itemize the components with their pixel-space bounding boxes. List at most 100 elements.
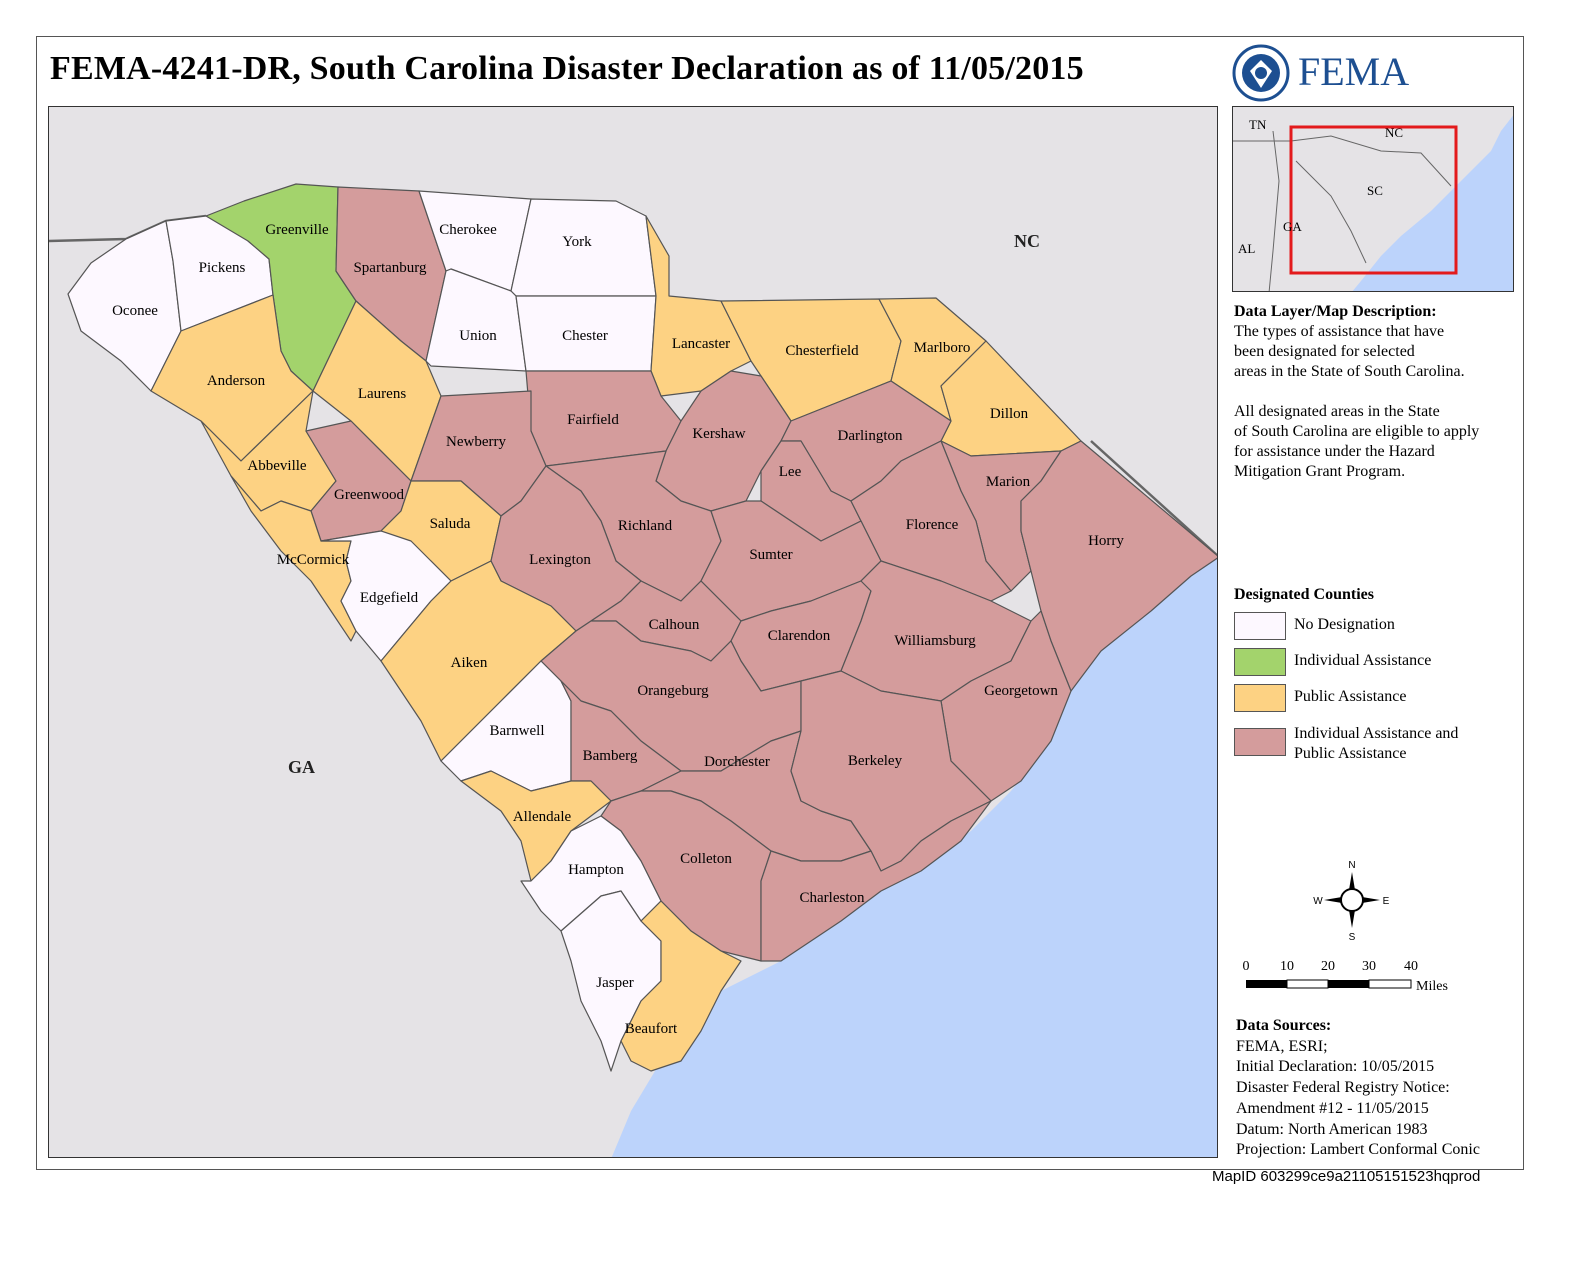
legend-item-ia: Individual Assistance (1234, 648, 1431, 676)
state-label-nc: NC (1014, 231, 1040, 251)
svg-text:E: E (1383, 896, 1390, 907)
svg-text:S: S (1349, 932, 1356, 942)
legend-swatch-ia (1234, 648, 1286, 676)
inset-label-sc: SC (1367, 183, 1383, 198)
legend-title: Designated Counties (1234, 586, 1375, 603)
inset-label-ga: GA (1283, 219, 1302, 234)
county-label-chesterfield: Chesterfield (785, 343, 859, 359)
map-id: MapID 603299ce9a21105151523hqprod (1212, 1168, 1481, 1185)
county-allendale[interactable] (460, 770, 612, 882)
legend-swatch-ia-pa (1234, 728, 1286, 756)
fema-logo-text: FEMA (1298, 49, 1410, 94)
main-map[interactable]: Oconee Pickens Greenville Spartanburg Cherok… (48, 106, 1218, 1158)
legend-item-none: No Designation (1234, 612, 1395, 640)
svg-text:40: 40 (1404, 959, 1418, 974)
county-label-richland: Richland (618, 518, 673, 534)
county-label-anderson: Anderson (207, 373, 266, 389)
data-sources: Data Sources: FEMA, ESRI; Initial Declar… (1236, 1016, 1526, 1161)
legend-label: Individual Assistance (1294, 652, 1432, 669)
inset-border-ga (1295, 160, 1367, 264)
county-label-mccormick: McCormick (277, 552, 350, 568)
county-label-barnwell: Barnwell (490, 723, 545, 739)
county-beaufort[interactable] (620, 900, 742, 1072)
county-label-sumter: Sumter (749, 547, 792, 563)
legend-label: No Designation (1294, 616, 1395, 633)
county-label-marion: Marion (986, 474, 1031, 490)
inset-locator-map: TN NC SC GA AL (1232, 106, 1514, 292)
state-label-ga: GA (288, 757, 315, 777)
county-label-fairfield: Fairfield (567, 412, 619, 428)
description-line: been designated for selected (1234, 343, 1415, 360)
county-label-dorchester: Dorchester (704, 754, 770, 770)
county-label-edgefield: Edgefield (360, 590, 419, 606)
county-label-cherokee: Cherokee (439, 222, 497, 238)
county-label-berkeley: Berkeley (848, 753, 903, 769)
county-label-laurens: Laurens (358, 386, 406, 402)
county-label-aiken: Aiken (451, 655, 488, 671)
county-label-hampton: Hampton (568, 862, 624, 878)
county-label-chester: Chester (562, 328, 608, 344)
inset-border-al (1268, 130, 1280, 291)
county-label-newberry: Newberry (446, 434, 506, 450)
county-label-union: Union (459, 328, 497, 344)
county-label-abbeville: Abbeville (247, 458, 306, 474)
county-label-marlboro: Marlboro (914, 340, 971, 356)
county-label-calhoun: Calhoun (649, 617, 700, 633)
svg-text:W: W (1313, 896, 1323, 907)
legend-label: Public Assistance (1294, 688, 1407, 705)
sources-line: Initial Declaration: 10/05/2015 (1236, 1058, 1435, 1076)
sources-line: Amendment #12 - 11/05/2015 (1236, 1099, 1429, 1117)
county-label-georgetown: Georgetown (984, 683, 1058, 699)
inset-ocean (1352, 115, 1513, 291)
county-label-lancaster: Lancaster (672, 336, 730, 352)
svg-text:Miles: Miles (1416, 979, 1448, 994)
description-line: The types of assistance that have (1234, 323, 1445, 340)
county-charleston[interactable] (760, 800, 992, 962)
county-label-horry: Horry (1088, 533, 1124, 549)
county-label-allendale: Allendale (513, 809, 572, 825)
legend-item-ia-pa: Individual Assistance and Public Assistan… (1234, 724, 1458, 764)
inset-border-north (1233, 135, 1452, 187)
county-label-lexington: Lexington (529, 552, 591, 568)
county-label-lee: Lee (779, 464, 802, 480)
description-heading: Data Layer/Map Description: (1234, 303, 1437, 320)
county-label-darlington: Darlington (838, 428, 903, 444)
legend-swatch-pa (1234, 684, 1286, 712)
map-title: FEMA-4241-DR, South Carolina Disaster De… (50, 50, 1084, 87)
sources-line: Datum: North American 1983 (1236, 1120, 1428, 1138)
county-label-colleton: Colleton (680, 851, 732, 867)
county-label-oconee: Oconee (112, 303, 158, 319)
county-label-charleston: Charleston (800, 890, 865, 906)
county-label-florence: Florence (906, 517, 959, 533)
county-label-greenwood: Greenwood (334, 487, 404, 503)
county-label-beaufort: Beaufort (625, 1021, 678, 1037)
inset-extent-box (1289, 125, 1458, 275)
county-label-williamsburg: Williamsburg (894, 633, 976, 649)
county-label-greenville: Greenville (265, 222, 329, 238)
county-label-pickens: Pickens (199, 260, 246, 276)
svg-text:0: 0 (1243, 959, 1250, 974)
svg-text:N: N (1348, 860, 1355, 871)
dhs-seal-icon (1232, 44, 1290, 102)
county-label-dillon: Dillon (990, 406, 1029, 422)
county-label-spartanburg: Spartanburg (353, 260, 427, 276)
svg-text:10: 10 (1280, 959, 1294, 974)
svg-text:20: 20 (1321, 959, 1335, 974)
scale-bar: 0 10 20 30 40 Miles (1243, 959, 1448, 994)
description-line: All designated areas in the State (1234, 403, 1440, 420)
svg-text:30: 30 (1362, 959, 1376, 974)
north-arrow-icon: N S W E (1313, 860, 1390, 942)
description-line: Mitigation Grant Program. (1234, 463, 1406, 480)
map-frame (36, 36, 1524, 1170)
county-label-orangeburg: Orangeburg (637, 683, 709, 699)
map-description: Data Layer/Map Description: The types of… (1234, 302, 1514, 482)
county-label-saluda: Saluda (430, 516, 471, 532)
description-line: areas in the State of South Carolina. (1234, 363, 1465, 380)
description-line: for assistance under the Hazard (1234, 443, 1435, 460)
atlantic-ocean (611, 558, 1217, 1157)
sources-line: FEMA, ESRI; (1236, 1037, 1328, 1055)
inset-label-nc: NC (1385, 125, 1403, 140)
county-label-jasper: Jasper (596, 975, 634, 991)
legend-swatch-none (1234, 612, 1286, 640)
county-label-clarendon: Clarendon (768, 628, 831, 644)
